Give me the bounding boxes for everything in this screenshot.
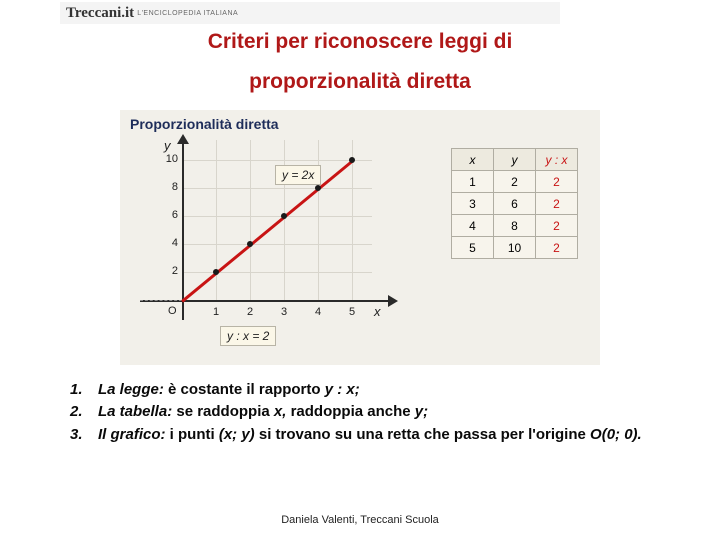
ytick-label: 2 bbox=[148, 265, 178, 277]
table-cell: 2 bbox=[536, 237, 578, 259]
table-header: x bbox=[452, 149, 494, 171]
criteria-item: La legge: è costante il rapporto y : x; bbox=[70, 380, 660, 400]
criteria-item: Il grafico: i punti (x; y) si trovano su… bbox=[70, 425, 660, 445]
gridline-h bbox=[182, 216, 372, 217]
gridline-v bbox=[284, 140, 285, 300]
table-cell: 6 bbox=[494, 193, 536, 215]
xtick-label: 5 bbox=[342, 306, 362, 318]
gridline-h bbox=[182, 272, 372, 273]
figure-heading: Proporzionalità diretta bbox=[130, 116, 279, 132]
x-axis-neg-dash bbox=[140, 300, 182, 302]
equation-ratio-box: y : x = 2 bbox=[220, 326, 276, 346]
figure-panel: Proporzionalità diretta y x O y = 2x y :… bbox=[120, 110, 600, 365]
table-cell: 2 bbox=[536, 171, 578, 193]
data-point bbox=[315, 185, 321, 191]
equation-line-box: y = 2x bbox=[275, 165, 321, 185]
ytick-label: 10 bbox=[148, 153, 178, 165]
x-axis-label: x bbox=[374, 304, 381, 319]
criteria-item: La tabella: se raddoppia x, raddoppia an… bbox=[70, 402, 660, 422]
gridline-h bbox=[182, 160, 372, 161]
xtick-label: 4 bbox=[308, 306, 328, 318]
logo-bar: Treccani.it L'ENCICLOPEDIA ITALIANA bbox=[60, 2, 560, 24]
gridline-v bbox=[352, 140, 353, 300]
data-point bbox=[281, 213, 287, 219]
table-row: 122 bbox=[452, 171, 578, 193]
table-header: y bbox=[494, 149, 536, 171]
xtick-label: 1 bbox=[206, 306, 226, 318]
ytick-label: 6 bbox=[148, 209, 178, 221]
logo-name: Treccani.it bbox=[66, 5, 134, 22]
logo-sub: L'ENCICLOPEDIA ITALIANA bbox=[137, 10, 238, 17]
xtick-label: 3 bbox=[274, 306, 294, 318]
table-header: y : x bbox=[536, 149, 578, 171]
gridline-h bbox=[182, 188, 372, 189]
table-row: 482 bbox=[452, 215, 578, 237]
table-row: 362 bbox=[452, 193, 578, 215]
gridline-v bbox=[318, 140, 319, 300]
table-cell: 10 bbox=[494, 237, 536, 259]
table-cell: 2 bbox=[494, 171, 536, 193]
title-line-1: Criteri per riconoscere leggi di bbox=[0, 30, 720, 54]
title-line-2: proporzionalità diretta bbox=[0, 70, 720, 94]
footer-credit: Daniela Valenti, Treccani Scuola bbox=[0, 514, 720, 526]
table-cell: 4 bbox=[452, 215, 494, 237]
data-point bbox=[247, 241, 253, 247]
gridline-h bbox=[182, 244, 372, 245]
table-cell: 8 bbox=[494, 215, 536, 237]
y-axis-label: y bbox=[164, 138, 171, 153]
xtick-label: 2 bbox=[240, 306, 260, 318]
proportional-line bbox=[181, 159, 354, 302]
ytick-label: 8 bbox=[148, 181, 178, 193]
origin-label: O bbox=[168, 305, 177, 317]
data-point bbox=[349, 157, 355, 163]
data-table: xyy : x 1223624825102 bbox=[451, 148, 578, 259]
x-axis-arrow bbox=[388, 295, 398, 307]
gridline-v bbox=[250, 140, 251, 300]
table-cell: 3 bbox=[452, 193, 494, 215]
gridline-v bbox=[216, 140, 217, 300]
table-cell: 5 bbox=[452, 237, 494, 259]
chart-area: y x O y = 2x y : x = 2 24681012345 bbox=[140, 140, 400, 352]
data-point bbox=[213, 269, 219, 275]
y-axis bbox=[182, 140, 184, 320]
ytick-label: 4 bbox=[148, 237, 178, 249]
table-cell: 2 bbox=[536, 215, 578, 237]
table-cell: 1 bbox=[452, 171, 494, 193]
table-cell: 2 bbox=[536, 193, 578, 215]
table-row: 5102 bbox=[452, 237, 578, 259]
y-axis-arrow bbox=[177, 134, 189, 144]
criteria-list: La legge: è costante il rapporto y : x;L… bbox=[70, 380, 660, 447]
